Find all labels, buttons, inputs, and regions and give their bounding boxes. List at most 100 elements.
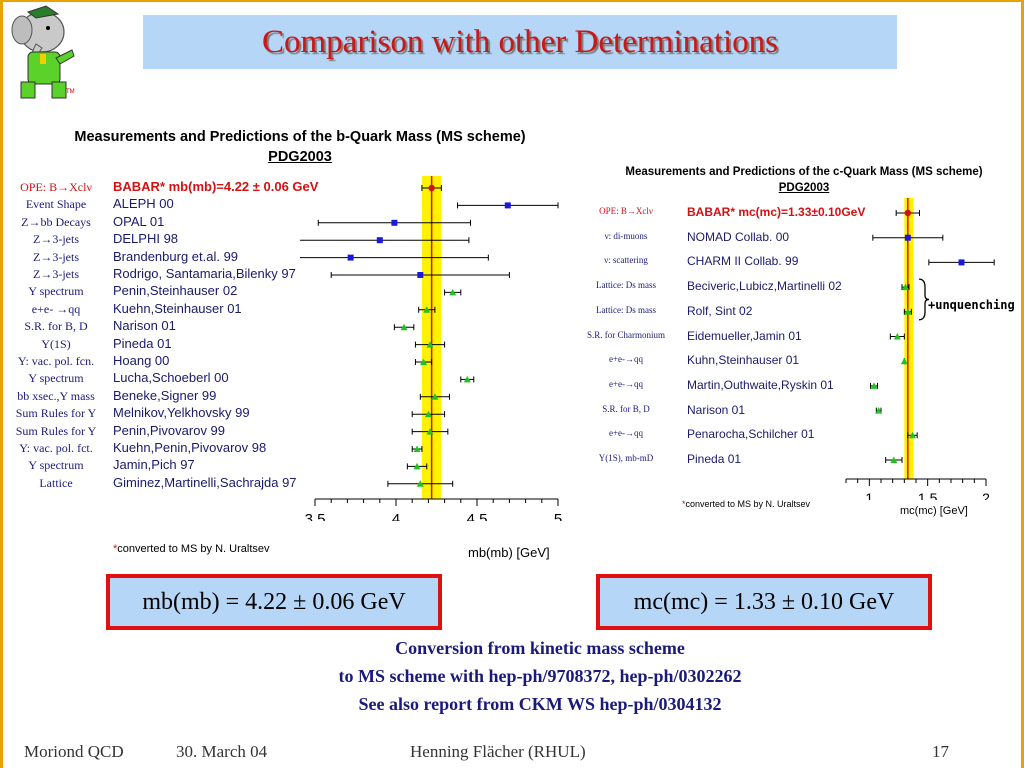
method-label: Y spectrum xyxy=(28,284,84,299)
b-chart-subtitle: PDG2003 xyxy=(268,149,332,165)
b-chart-title: Measurements and Predictions of the b-Qu… xyxy=(30,129,570,145)
measurement-label: Kuehn,Steinhauser 01 xyxy=(113,300,242,316)
measurement-label: Narison 01 xyxy=(687,402,746,417)
measurement-label: NOMAD Collab. 00 xyxy=(687,229,790,244)
measurement-label: Melnikov,Yelkhovsky 99 xyxy=(113,405,250,421)
theory-point xyxy=(904,308,912,315)
babar-result-label: BABAR* mc(mc)=1.33±0.10GeV xyxy=(687,205,866,219)
measurement-label: Jamin,Pich 97 xyxy=(113,457,195,473)
experiment-point xyxy=(376,237,383,244)
method-label: e+e-→qq xyxy=(608,378,644,389)
method-label: Sum Rules for Y xyxy=(15,423,97,438)
measurement-label: CHARM II Collab. 99 xyxy=(687,254,799,269)
theory-point xyxy=(890,456,898,463)
theory-point xyxy=(426,341,434,348)
experiment-point xyxy=(504,202,511,209)
method-label: Y spectrum xyxy=(28,371,84,386)
footer-conference: Moriond QCD xyxy=(24,742,124,761)
conversion-line-2: to MS scheme with hep-ph/9708372, hep-ph… xyxy=(338,666,742,686)
experiment-point xyxy=(347,254,354,261)
b-chart-xlabel: mb(mb) [GeV] xyxy=(468,545,550,560)
x-tick-label: 4 xyxy=(392,511,400,521)
c-chart-title-text: Measurements and Predictions of the c-Qu… xyxy=(625,166,983,178)
slide-frame-top xyxy=(0,0,1024,2)
method-label: OPE: B→Xclν xyxy=(599,206,653,216)
unquenching-bracket xyxy=(918,278,930,321)
method-label: e+e- →qq xyxy=(31,301,81,316)
conversion-line-3: See also report from CKM WS hep-ph/03041… xyxy=(358,694,722,714)
theory-point xyxy=(400,323,408,331)
x-tick-label: 1.5 xyxy=(918,490,938,500)
method-label: Y(1S) xyxy=(41,336,71,351)
theory-point xyxy=(413,445,421,452)
trademark-label: TM xyxy=(66,89,75,95)
c-chart-note: *converted to MS by N. Uraltsev xyxy=(682,499,811,509)
footer-date: 30. March 04 xyxy=(176,742,268,761)
measurement-label: Rolf, Sint 02 xyxy=(687,303,753,318)
footer-author: Henning Flächer (RHUL) xyxy=(410,742,586,761)
mb-result-box: mb(mb) = 4.22 ± 0.06 GeV xyxy=(106,574,442,630)
method-label: Sum Rules for Y xyxy=(15,406,97,421)
babar-band xyxy=(904,198,914,479)
measurement-label: Penin,Steinhauser 02 xyxy=(113,283,238,299)
x-tick-label: 3.5 xyxy=(305,511,326,521)
b-chart-note-text: converted to MS by N. Uraltsev xyxy=(117,543,270,555)
babar-elephant-logo xyxy=(11,5,75,99)
measurement-label: Kuhn,Steinhauser 01 xyxy=(687,353,800,368)
method-label: Z→bb Decays xyxy=(21,214,91,229)
method-label: Lattice: Ds mass xyxy=(596,304,656,315)
x-tick-label: 4.5 xyxy=(467,511,488,521)
babar-point xyxy=(904,209,912,217)
theory-point xyxy=(909,431,916,439)
measurement-label: Beciveric,Lubicz,Martinelli 02 xyxy=(687,279,842,294)
method-label: Y: vac. pol. fcn. xyxy=(17,354,95,368)
c-chart-subtitle: PDG2003 xyxy=(778,182,830,194)
method-label: bb xsec.,Y mass xyxy=(17,388,95,403)
experiment-point xyxy=(904,234,911,241)
slide-title: Comparison with other Determinations xyxy=(262,23,778,60)
measurement-label: Penarocha,Schilcher 01 xyxy=(687,427,815,442)
b-chart-title-text: Measurements and Predictions of the b-Qu… xyxy=(74,129,526,145)
theory-point xyxy=(870,382,878,389)
c-chart-title: Measurements and Predictions of the c-Qu… xyxy=(594,166,1014,178)
x-tick-label: 5 xyxy=(554,511,562,521)
theory-point xyxy=(424,410,432,418)
method-label: Lattice: Ds mass xyxy=(596,280,656,291)
theory-point xyxy=(449,288,457,296)
measurement-label: ALEPH 00 xyxy=(113,196,174,212)
experiment-point xyxy=(417,272,424,278)
mc-result-text: mc(mc) = 1.33 ± 0.10 GeV xyxy=(633,588,895,615)
method-label: Event Shape xyxy=(25,197,87,212)
experiment-point xyxy=(391,219,398,226)
unquenching-label: +unquenching xyxy=(928,298,1015,312)
c-chart-note-text: converted to MS by N. Uraltsev xyxy=(685,499,811,509)
theory-point xyxy=(423,306,431,313)
c-chart-xlabel: mc(mc) [GeV] xyxy=(900,505,968,517)
babar-result-label: BABAR* mb(mb)=4.22 ± 0.06 GeV xyxy=(113,179,319,194)
method-label: S.R. for Charmonium xyxy=(587,329,665,340)
measurement-label: Pineda 01 xyxy=(687,452,742,466)
method-label: e+e-→qq xyxy=(608,428,644,439)
theory-point xyxy=(463,375,471,383)
measurement-label: Hoang 00 xyxy=(113,353,170,368)
measurement-label: Giminez,Martinelli,Sachrajda 97 xyxy=(113,474,297,490)
measurement-label: Kuehn,Penin,Pivovarov 98 xyxy=(113,440,267,455)
conversion-line-1: Conversion from kinetic mass scheme xyxy=(395,638,685,658)
method-label: Lattice xyxy=(39,475,73,490)
method-label: S.R. for B, D xyxy=(24,319,88,334)
slide-title-box: Comparison with other Determinations xyxy=(143,15,897,69)
theory-point xyxy=(416,480,424,487)
b-quark-mass-chart: 3.5 4 4.5 5 xyxy=(300,176,562,521)
measurement-label: Pineda 01 xyxy=(113,335,172,351)
measurement-label: DELPHI 98 xyxy=(113,231,179,247)
b-chart-note: *converted to MS by N. Uraltsev xyxy=(113,543,270,555)
measurement-label: Narison 01 xyxy=(113,318,176,334)
theory-point xyxy=(431,393,439,400)
method-label: Z→3-jets xyxy=(33,232,79,247)
theory-point xyxy=(900,357,908,365)
mc-result-box: mc(mc) = 1.33 ± 0.10 GeV xyxy=(596,574,932,630)
theory-point xyxy=(902,283,909,291)
measurement-label: Eidemueller,Jamin 01 xyxy=(687,328,802,343)
experiment-point xyxy=(958,259,965,266)
x-tick-label: 2 xyxy=(982,490,990,500)
